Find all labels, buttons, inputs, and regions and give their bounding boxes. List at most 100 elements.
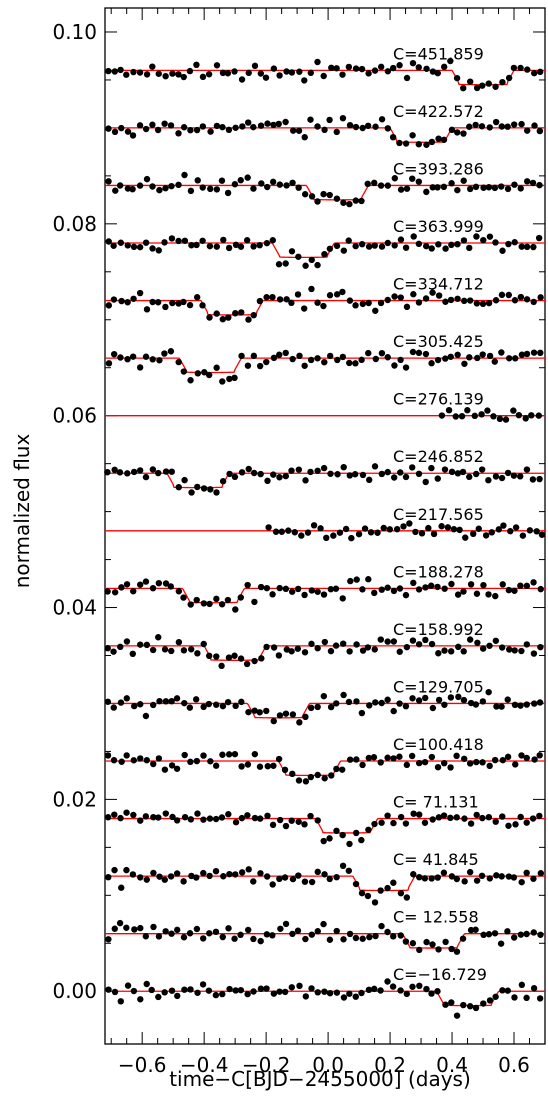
data-point	[535, 234, 543, 242]
data-point	[168, 762, 176, 769]
data-point	[511, 587, 518, 594]
data-point	[321, 775, 328, 782]
series-label: C=451.859	[393, 44, 484, 63]
data-point	[154, 126, 162, 134]
data-point	[479, 814, 486, 822]
data-point	[168, 697, 175, 705]
data-point	[131, 926, 138, 933]
data-point	[454, 351, 461, 358]
series-group: C=−16.729	[105, 965, 545, 1019]
data-point	[530, 579, 537, 586]
data-point	[384, 584, 391, 591]
data-point	[359, 300, 367, 308]
data-point	[155, 814, 162, 821]
data-point	[403, 303, 411, 311]
data-point	[485, 591, 492, 598]
data-point	[396, 648, 403, 655]
data-point	[396, 62, 403, 69]
data-point	[366, 702, 373, 709]
data-point	[504, 753, 512, 761]
data-point	[459, 468, 467, 476]
data-point	[173, 695, 181, 702]
data-point	[302, 935, 309, 943]
data-point	[187, 187, 195, 195]
data-point	[472, 701, 480, 708]
data-point	[515, 411, 523, 419]
data-point	[402, 820, 410, 827]
data-point	[378, 819, 385, 826]
data-point	[263, 294, 270, 301]
data-point	[270, 717, 277, 725]
data-point	[352, 880, 360, 888]
data-point	[156, 697, 163, 705]
data-point	[251, 750, 259, 758]
data-point	[453, 814, 460, 821]
data-point	[232, 606, 239, 613]
data-point	[371, 242, 378, 249]
data-point	[257, 985, 265, 992]
data-point	[488, 529, 495, 536]
data-point	[320, 72, 327, 80]
data-point	[402, 473, 410, 481]
series-label: C=276.139	[393, 390, 484, 409]
data-point	[485, 814, 493, 821]
data-point	[416, 811, 423, 818]
data-point	[384, 754, 391, 761]
data-point	[518, 647, 525, 655]
data-point	[150, 923, 157, 931]
data-point	[346, 359, 353, 367]
data-point	[511, 297, 519, 304]
data-point	[263, 239, 271, 247]
data-point	[320, 464, 328, 472]
data-point	[408, 752, 416, 760]
data-point	[353, 698, 360, 705]
data-point	[460, 588, 467, 595]
data-point	[390, 64, 397, 72]
data-point	[473, 300, 481, 307]
data-point	[245, 866, 252, 873]
data-point	[460, 696, 468, 704]
data-point	[226, 375, 233, 383]
data-point	[244, 761, 252, 768]
data-point	[289, 355, 296, 363]
data-point	[130, 68, 137, 76]
data-point	[321, 358, 328, 366]
data-point	[415, 299, 423, 306]
data-point	[480, 236, 487, 244]
data-point	[435, 241, 442, 248]
data-point	[371, 67, 379, 74]
data-point	[263, 643, 270, 651]
data-point	[511, 701, 519, 708]
data-point	[167, 583, 174, 590]
data-point	[448, 468, 456, 475]
data-point	[372, 307, 379, 314]
data-point	[243, 237, 251, 244]
y-tick-label: 0.02	[52, 787, 97, 811]
data-point	[510, 472, 518, 479]
data-point	[403, 761, 411, 769]
data-point	[213, 186, 221, 193]
data-point	[440, 136, 448, 143]
data-point	[149, 121, 156, 128]
data-point	[314, 467, 321, 474]
data-point	[181, 237, 189, 244]
data-point	[321, 988, 328, 995]
data-point	[300, 305, 308, 312]
data-point	[314, 588, 321, 595]
data-point	[518, 752, 525, 759]
data-point	[346, 930, 354, 938]
data-point	[188, 872, 195, 880]
data-point	[123, 695, 130, 702]
data-point	[219, 702, 227, 710]
data-point	[346, 121, 354, 129]
data-point	[530, 650, 538, 657]
data-point	[396, 753, 403, 760]
data-point	[282, 585, 290, 593]
data-point	[218, 814, 226, 821]
data-point	[296, 982, 303, 990]
data-point	[188, 646, 195, 653]
data-point	[245, 316, 252, 323]
data-point	[250, 311, 257, 319]
data-point	[518, 120, 525, 128]
data-point	[365, 754, 373, 762]
